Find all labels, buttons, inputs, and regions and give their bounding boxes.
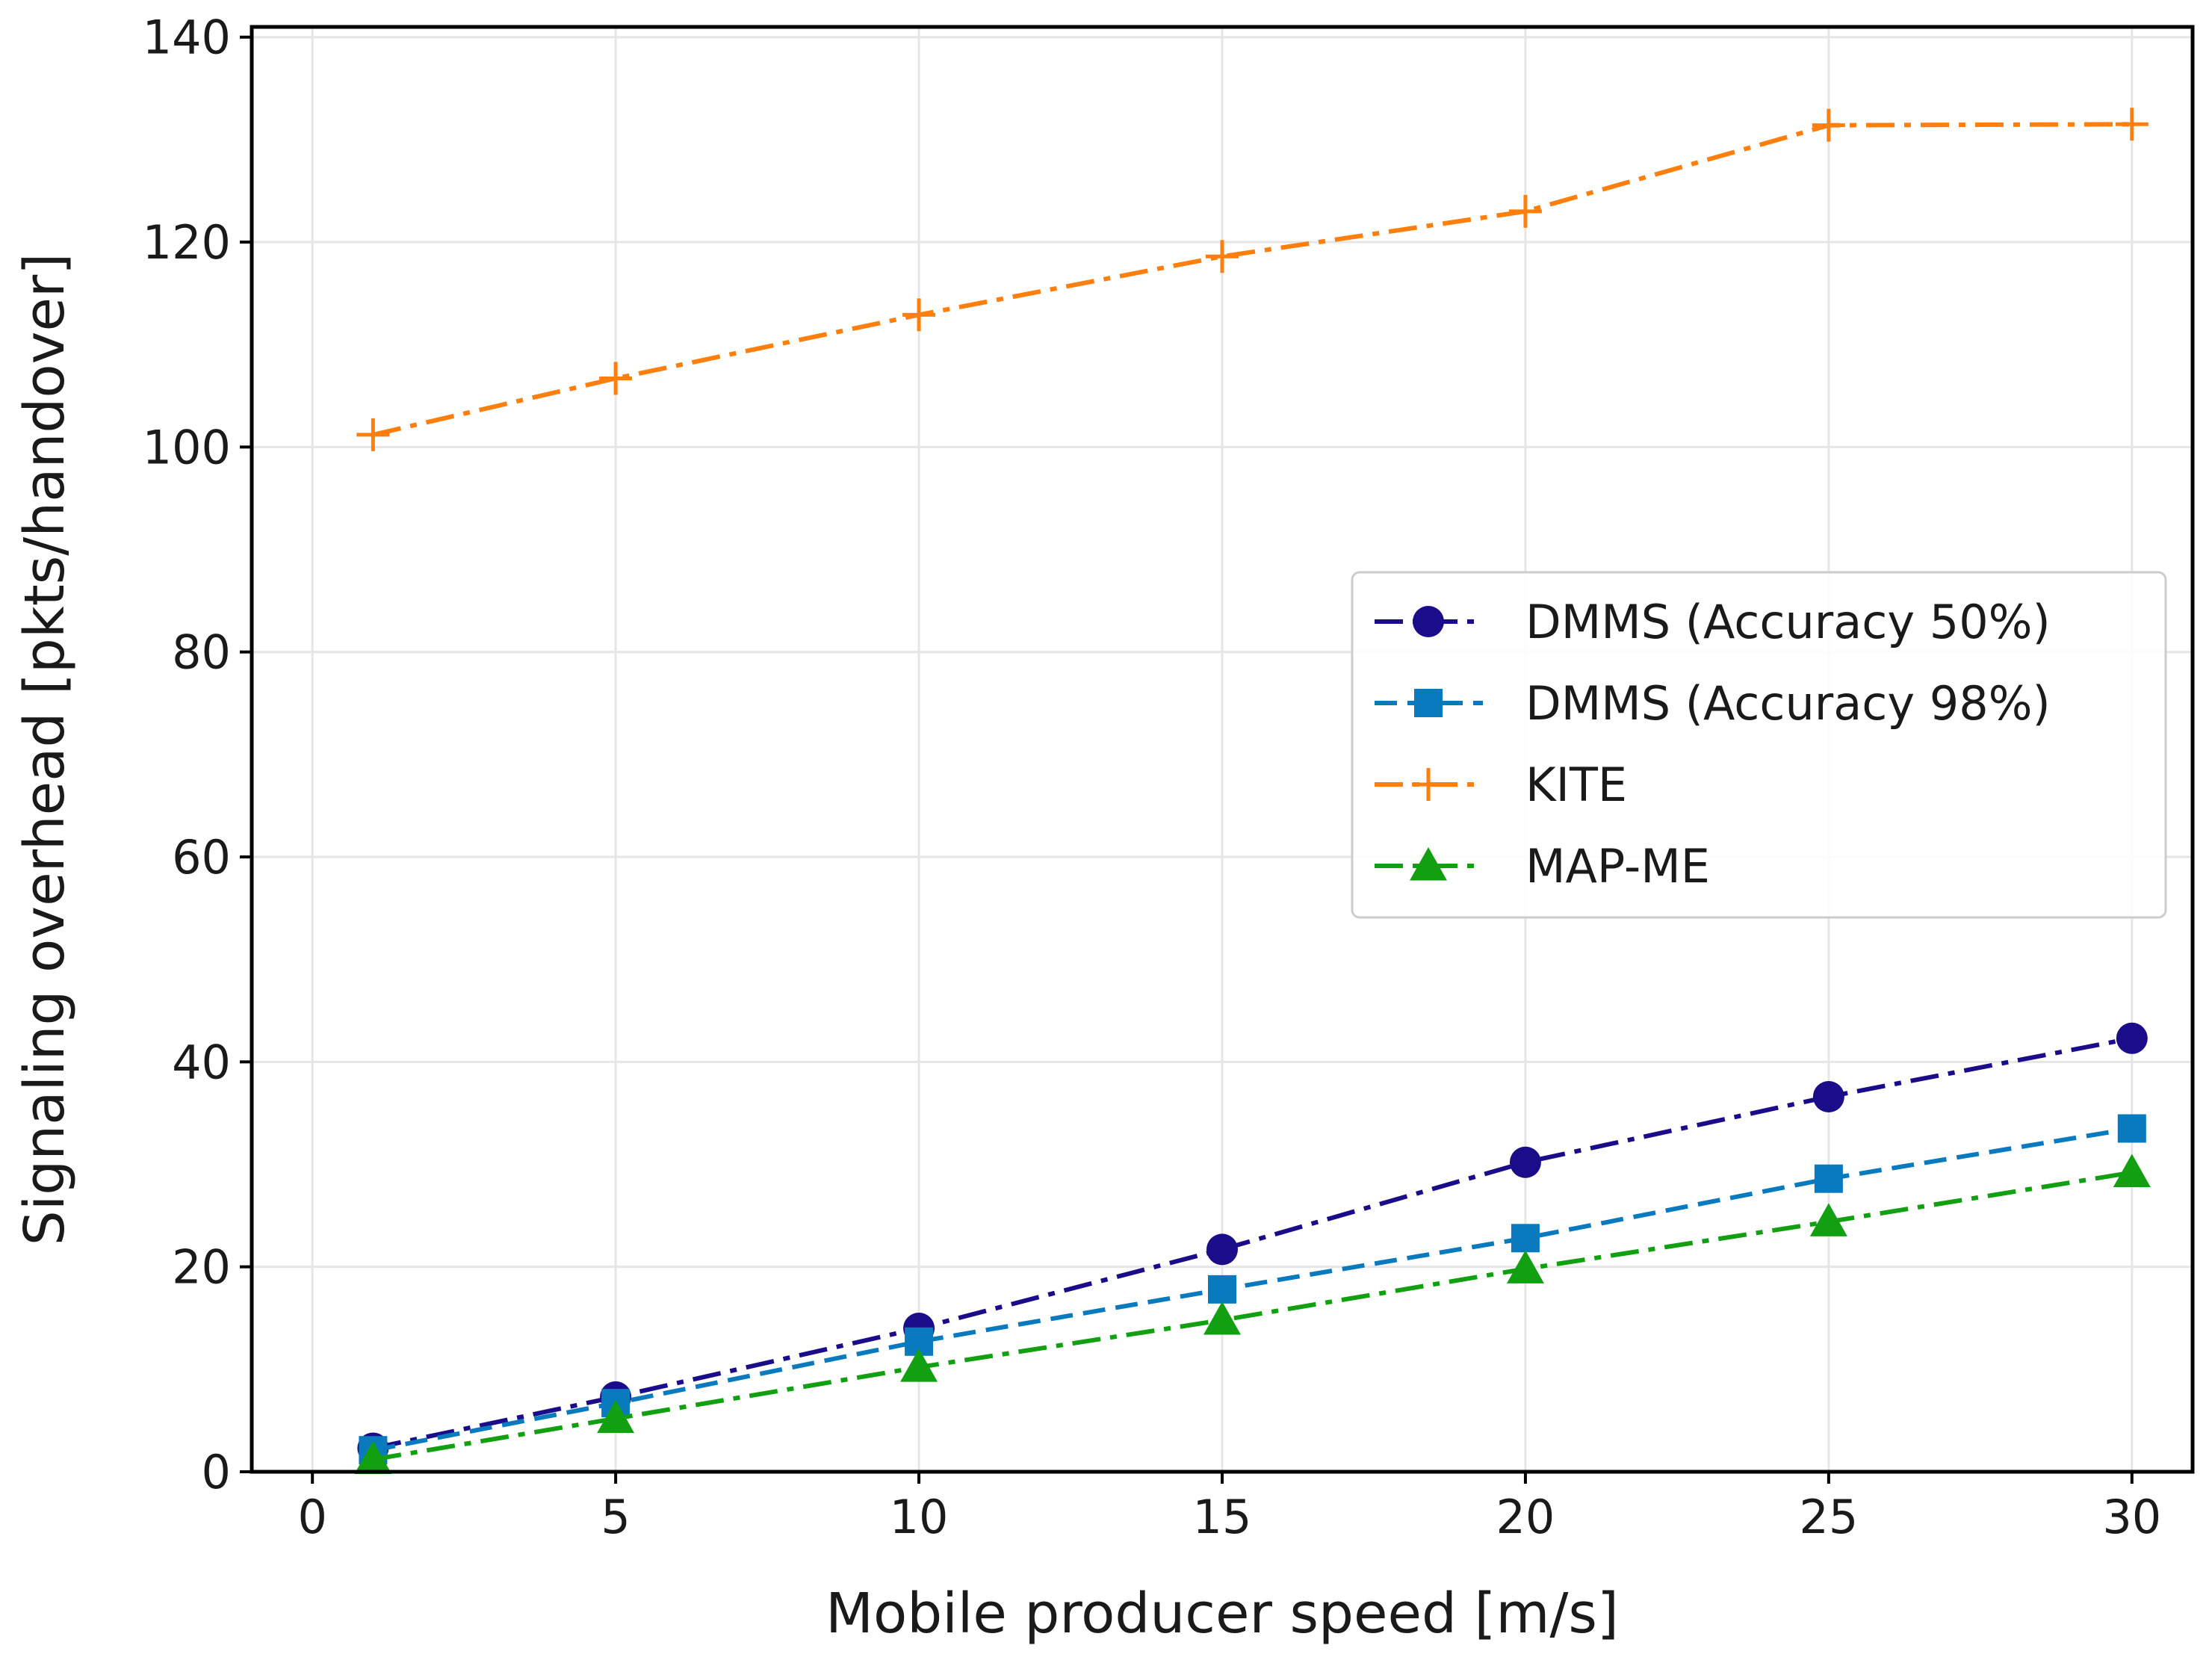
series-map-me [354,1154,2151,1475]
y-tick-label: 140 [143,10,231,65]
y-tick-label: 80 [172,625,231,680]
legend-label: DMMS (Accuracy 50%) [1525,595,2051,649]
legend-box [1351,571,2167,919]
x-tick-label: 25 [1799,1490,1858,1544]
y-tick-label: 120 [143,215,231,270]
data-point [1812,1080,1844,1112]
data-point [1508,194,1542,228]
y-axis: 0 20 40 60 80 100 120 140 [143,10,252,1499]
data-point [2116,1022,2148,1054]
x-tick-label: 0 [297,1490,326,1544]
data-point [2117,1114,2146,1143]
data-point [1506,1250,1544,1284]
data-point [354,1440,392,1475]
y-axis-title: Signaling overhead [pkts/handover] [13,253,77,1245]
legend-marker [1414,689,1443,717]
legend-item: DMMS (Accuracy 98%) [1375,676,2051,731]
y-tick-label: 0 [202,1445,231,1499]
data-point [1812,108,1845,142]
data-point [900,1348,938,1382]
x-tick-label: 15 [1193,1490,1252,1544]
data-point [2113,1154,2151,1187]
series-layer [354,108,2151,1475]
legend-item: DMMS (Accuracy 50%) [1375,595,2051,649]
legend: DMMS (Accuracy 50%) DMMS (Accuracy 98%) KI… [1351,571,2167,919]
legend-marker [1413,606,1444,637]
legend-label: DMMS (Accuracy 98%) [1525,676,2051,731]
data-point [2115,108,2149,141]
data-point [599,362,633,395]
series-kite [356,108,2149,451]
y-tick-label: 20 [172,1240,231,1295]
x-tick-label: 5 [601,1490,630,1544]
x-axis-title: Mobile producer speed [m/s] [825,1582,1619,1646]
x-tick-label: 10 [890,1490,949,1544]
y-tick-label: 100 [143,420,231,474]
x-tick-label: 30 [2102,1490,2161,1544]
data-point [902,298,936,332]
data-point [1203,1301,1241,1335]
data-point [1814,1164,1843,1193]
data-point [1809,1203,1847,1236]
legend-marker [1412,768,1445,801]
legend-item: KITE [1375,758,1627,812]
y-tick-label: 40 [172,1035,231,1089]
data-point [356,418,390,451]
legend-marker [1410,847,1447,881]
data-point [597,1399,635,1434]
data-point [1206,1233,1238,1266]
y-tick-label: 60 [172,830,231,885]
legend-item: MAP-ME [1375,839,1710,894]
x-axis: 0 5 10 15 20 25 30 [297,1472,2161,1544]
data-point [1509,1146,1541,1178]
data-point [1511,1224,1540,1253]
data-point [1206,240,1239,273]
legend-label: MAP-ME [1525,839,1710,894]
legend-label: KITE [1525,758,1627,812]
data-point [1208,1275,1236,1304]
x-tick-label: 20 [1496,1490,1555,1544]
